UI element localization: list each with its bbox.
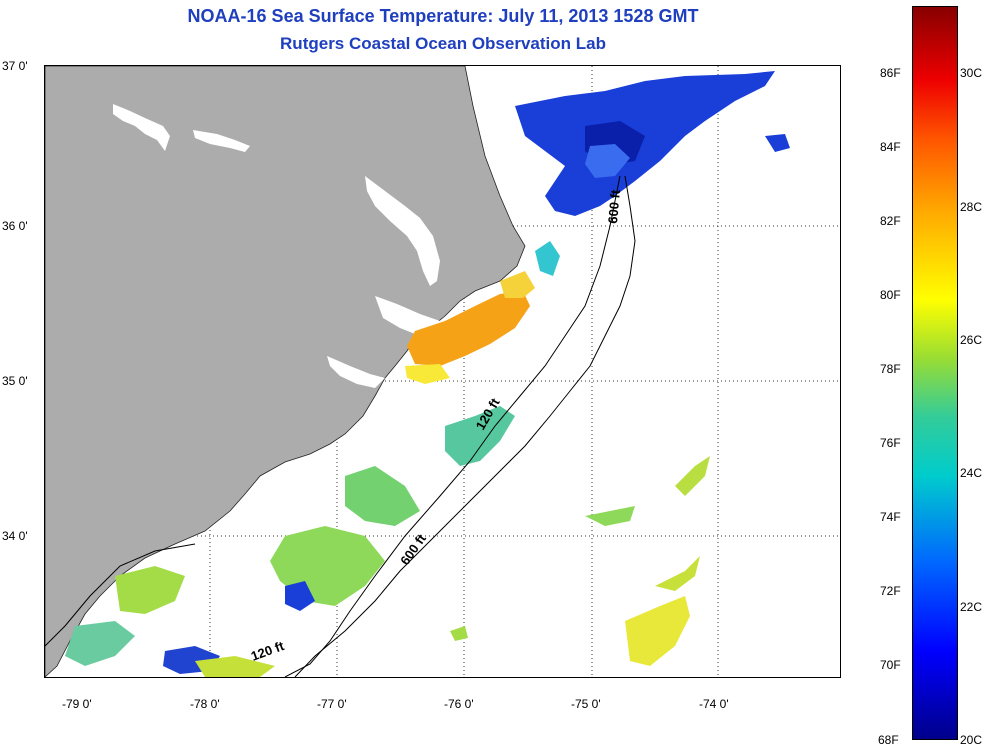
contour-label-120ft-south: 120 ft — [249, 638, 287, 664]
sst-patches — [65, 71, 790, 677]
lon-label-79: -79 0' — [62, 697, 92, 711]
colorbar-label-68f: 68F — [878, 733, 899, 747]
colorbar-label-72f: 72F — [880, 584, 901, 598]
lon-label-76: -76 0' — [444, 697, 474, 711]
colorbar-label-70f: 70F — [880, 658, 901, 672]
colorbar-label-76f: 76F — [880, 436, 901, 450]
lat-label-36: 36 0' — [2, 219, 28, 233]
colorbar-label-24c: 24C — [960, 466, 983, 480]
contour-label-600ft-north: 600 ft — [605, 188, 623, 224]
colorbar-label-82f: 82F — [880, 214, 901, 228]
lon-label-75: -75 0' — [571, 697, 601, 711]
temperature-colorbar — [912, 6, 958, 740]
map-subtitle: Rutgers Coastal Ocean Observation Lab — [280, 34, 606, 53]
sst-map: 600 ft 120 ft 600 ft 120 ft — [44, 65, 841, 678]
lon-label-77: -77 0' — [317, 697, 347, 711]
colorbar-label-28c: 28C — [960, 200, 983, 214]
colorbar-label-78f: 78F — [880, 362, 901, 376]
colorbar-label-22c: 22C — [960, 600, 983, 614]
bathymetry-contours — [45, 175, 636, 677]
colorbar-label-74f: 74F — [880, 510, 901, 524]
colorbar-label-86f: 86F — [880, 66, 901, 80]
map-title: NOAA-16 Sea Surface Temperature: July 11… — [187, 6, 699, 26]
colorbar-label-30c: 30C — [960, 66, 983, 80]
colorbar-label-20c: 20C — [960, 733, 983, 747]
lat-label-35: 35 0' — [2, 374, 28, 388]
lat-label-37: 37 0' — [2, 59, 28, 73]
map-canvas: 600 ft 120 ft 600 ft 120 ft — [45, 66, 840, 677]
lon-label-78: -78 0' — [190, 697, 220, 711]
inland-water — [113, 104, 455, 388]
colorbar-label-84f: 84F — [880, 140, 901, 154]
lat-label-34: 34 0' — [2, 529, 28, 543]
colorbar-label-80f: 80F — [880, 288, 901, 302]
lon-label-74: -74 0' — [699, 697, 729, 711]
colorbar-label-26c: 26C — [960, 333, 983, 347]
